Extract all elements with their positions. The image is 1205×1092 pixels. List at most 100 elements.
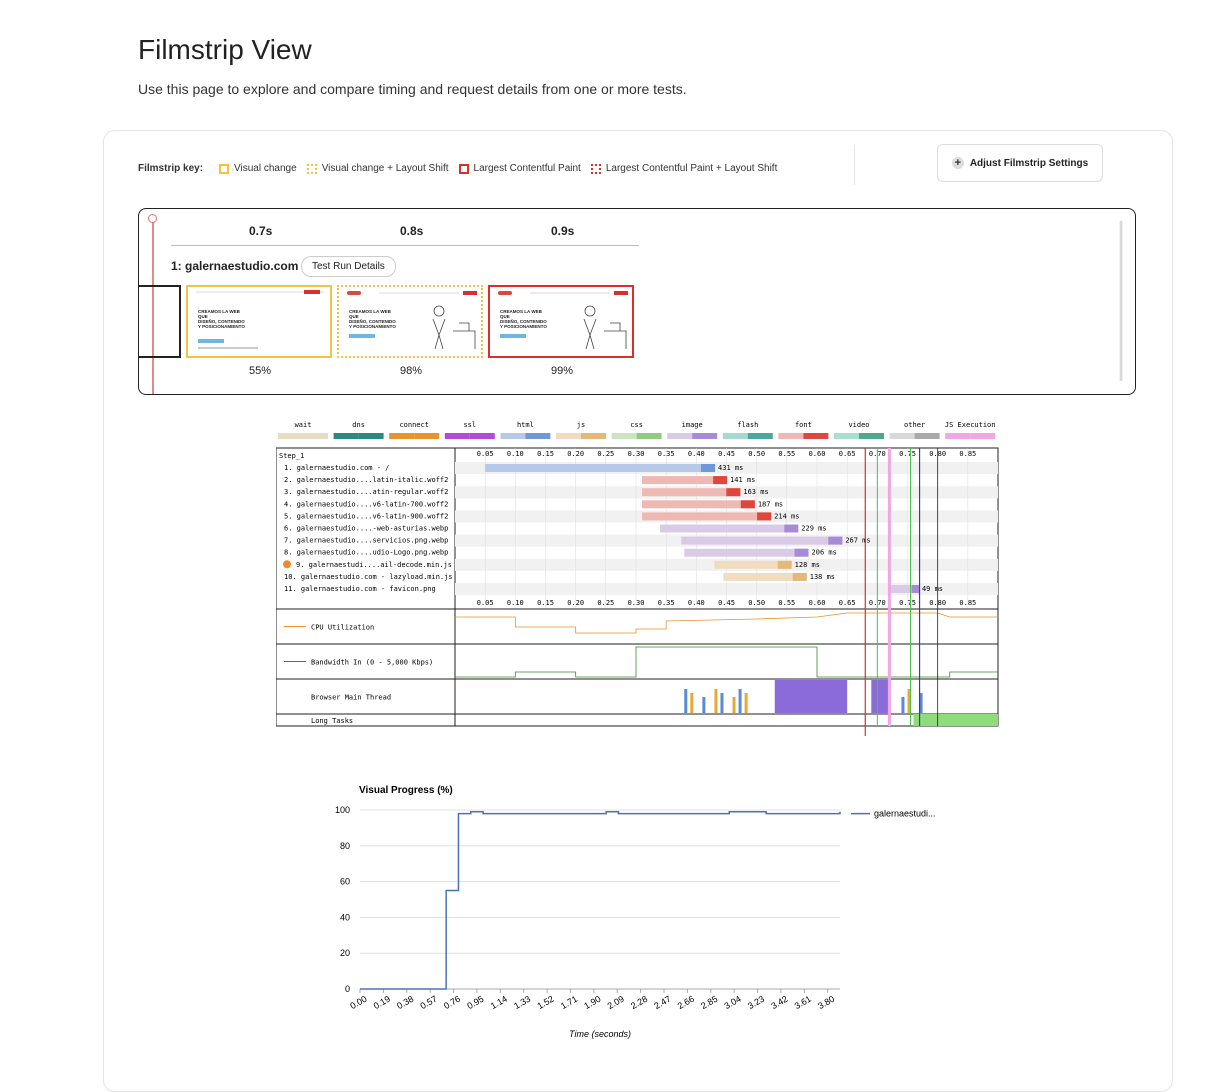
metric-label: Long Tasks bbox=[311, 717, 353, 725]
x-axis-label: Time (seconds) bbox=[569, 1029, 631, 1039]
legend-label: font bbox=[795, 421, 812, 429]
request-bar-download bbox=[792, 572, 807, 581]
legend-swatch bbox=[778, 433, 804, 439]
test-run-details-button[interactable]: Test Run Details bbox=[301, 256, 396, 277]
axis-tick-label: 0.20 bbox=[567, 450, 584, 458]
request-duration: 141 ms bbox=[730, 476, 755, 484]
plus-icon: + bbox=[951, 157, 964, 169]
axis-tick-label: 0.40 bbox=[688, 450, 705, 458]
frame-headline: CREAMOS LA WEB QUE DISEÑO, CONTENIDO Y P… bbox=[198, 309, 245, 329]
frame-headline: CREAMOS LA WEB QUE DISEÑO, CONTENIDO Y P… bbox=[349, 309, 396, 329]
main-thread-block bbox=[774, 680, 848, 713]
waterfall-chart[interactable]: wait dns connect ssl html js css image flash font… bbox=[276, 418, 1000, 738]
main-thread-activity bbox=[720, 693, 724, 713]
request-label: 4. galernaestudio....v6-latin-700.woff2 bbox=[284, 500, 448, 508]
request-label: 8. galernaestudio....udio-Logo.png.webp bbox=[284, 549, 448, 557]
request-duration: 163 ms bbox=[743, 488, 768, 496]
axis-tick-label: 0.35 bbox=[658, 450, 675, 458]
filmstrip-panel[interactable]: 0.7s 0.8s 0.9s 1: galernaestudio.com Tes… bbox=[138, 208, 1136, 395]
legend-swatch bbox=[859, 433, 884, 439]
axis-tick-label: 0.55 bbox=[778, 450, 795, 458]
axis-tick-label: 0.45 bbox=[718, 450, 735, 458]
playhead-marker[interactable] bbox=[152, 221, 154, 394]
filmstrip-frame[interactable]: CREAMOS LA WEB QUE DISEÑO, CONTENIDO Y P… bbox=[488, 285, 634, 358]
request-bar-download bbox=[757, 512, 772, 521]
main-thread-activity bbox=[702, 697, 706, 713]
request-bar-download bbox=[713, 476, 728, 485]
filmstrip-frame[interactable]: CREAMOS LA WEB QUE DISEÑO, CONTENIDO Y P… bbox=[186, 285, 332, 358]
legend-swatch bbox=[278, 433, 303, 439]
request-bar bbox=[889, 585, 919, 593]
request-bar bbox=[642, 476, 728, 485]
legend-label: video bbox=[848, 421, 869, 429]
y-tick-label: 60 bbox=[340, 877, 350, 887]
request-bar-download bbox=[740, 500, 755, 509]
legend-swatch bbox=[389, 433, 415, 439]
adjust-filmstrip-settings-button[interactable]: + Adjust Filmstrip Settings bbox=[937, 144, 1103, 182]
legend-swatch bbox=[333, 433, 359, 439]
x-tick-label: 2.09 bbox=[606, 994, 626, 1011]
y-tick-label: 100 bbox=[335, 805, 350, 815]
legend-swatch bbox=[500, 433, 526, 439]
main-thread-activity bbox=[744, 693, 748, 713]
request-label: 11. galernaestudio.com - favicon.png bbox=[284, 585, 436, 593]
x-tick-label: 2.85 bbox=[699, 994, 719, 1011]
swatch-icon bbox=[590, 163, 601, 174]
frame-logo bbox=[347, 291, 361, 295]
frame-cta bbox=[304, 290, 320, 294]
swatch-icon bbox=[219, 163, 230, 174]
test-label: 1: galernaestudio.com bbox=[171, 259, 299, 273]
legend-swatch bbox=[358, 433, 384, 439]
x-tick-label: 0.57 bbox=[419, 994, 439, 1011]
frame-percent: 98% bbox=[400, 365, 423, 377]
request-label: 10. galernaestudio.com - lazyload.min.js bbox=[284, 573, 453, 581]
step-label: Step_1 bbox=[279, 452, 304, 460]
axis-tick-label: 0.25 bbox=[597, 599, 614, 607]
legend-swatch bbox=[803, 433, 829, 439]
cpu-line bbox=[455, 612, 998, 634]
axis-tick-label: 0.05 bbox=[477, 599, 494, 607]
frame-cta bbox=[614, 291, 628, 295]
y-tick-label: 40 bbox=[340, 912, 350, 922]
request-label: 9. galernaestudi....ail-decode.min.js bbox=[296, 561, 452, 569]
filmstrip-frame[interactable]: CREAMOS LA WEB QUE DISEÑO, CONTENIDO Y P… bbox=[337, 285, 483, 358]
series-line bbox=[360, 811, 841, 990]
x-tick-label: 3.04 bbox=[723, 994, 743, 1011]
filmstrip-tick: 0.7s bbox=[249, 224, 273, 238]
y-tick-label: 20 bbox=[340, 948, 350, 958]
metric-label: Bandwidth In (0 - 5,000 Kbps) bbox=[311, 659, 433, 667]
key-lcp-layout-shift: Largest Contentful Paint + Layout Shift bbox=[590, 163, 777, 174]
axis-tick-label: 0.35 bbox=[658, 599, 675, 607]
filmstrip-frame-previous[interactable] bbox=[139, 285, 181, 358]
long-task-block bbox=[913, 714, 998, 726]
key-label: Visual change bbox=[234, 163, 297, 174]
axis-tick-label: 0.30 bbox=[628, 599, 645, 607]
legend-swatch bbox=[667, 433, 693, 439]
y-tick-label: 80 bbox=[340, 841, 350, 851]
request-duration: 187 ms bbox=[758, 500, 783, 508]
frame-nav-bar bbox=[379, 292, 459, 294]
request-label: 3. galernaestudio....atin-regular.woff2 bbox=[284, 488, 448, 496]
scroll-shadow bbox=[1119, 221, 1123, 381]
legend-swatch bbox=[834, 433, 859, 439]
playhead-handle[interactable] bbox=[148, 214, 157, 223]
filmstrip-key: Filmstrip key: Visual change Visual chan… bbox=[138, 163, 787, 174]
legend-label: image bbox=[682, 421, 703, 429]
axis-tick-label: 0.65 bbox=[839, 450, 856, 458]
axis-tick-label: 0.85 bbox=[959, 599, 976, 607]
request-bar bbox=[681, 536, 843, 545]
request-label: 1. galernaestudio.com - / bbox=[284, 464, 389, 472]
axis-tick-label: 0.55 bbox=[778, 599, 795, 607]
filmstrip-tick: 0.8s bbox=[400, 224, 424, 238]
main-thread-activity bbox=[690, 693, 694, 713]
request-bar bbox=[714, 560, 792, 569]
filmstrip-key-label: Filmstrip key: bbox=[138, 163, 204, 174]
frame-button bbox=[198, 339, 224, 343]
key-label: Largest Contentful Paint bbox=[473, 163, 581, 174]
legend-swatch bbox=[747, 433, 773, 439]
main-thread-activity bbox=[684, 689, 688, 713]
key-visual-change-layout-shift: Visual change + Layout Shift bbox=[306, 163, 449, 174]
axis-tick-label: 0.10 bbox=[507, 599, 524, 607]
swatch-icon bbox=[458, 163, 469, 174]
axis-tick-label: 0.40 bbox=[688, 599, 705, 607]
